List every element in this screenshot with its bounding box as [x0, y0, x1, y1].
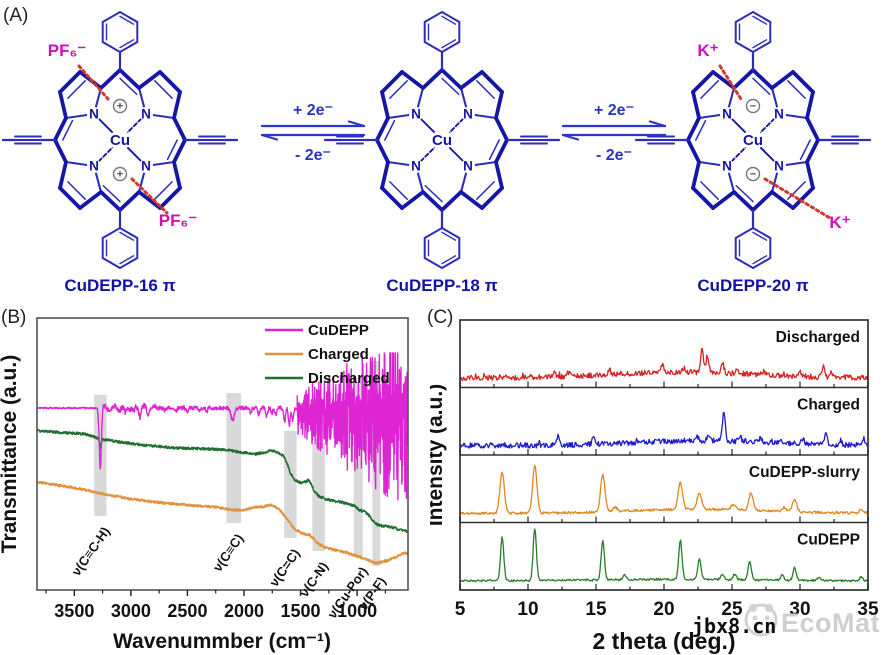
svg-text:N: N — [141, 107, 151, 122]
molecule-name-cudepp18: CuDEPP-18 π — [386, 276, 498, 295]
ftir-plot-border — [36, 317, 409, 591]
equilibrium-1-forward-label: + 2e⁻ — [292, 102, 334, 119]
svg-text:Cu: Cu — [110, 132, 130, 149]
svg-text:N: N — [774, 159, 784, 174]
x-tick-label: 1500 — [281, 601, 321, 621]
legend-label: Charged — [308, 346, 369, 363]
ftir-series-cudepp — [36, 352, 409, 501]
svg-text:N: N — [89, 159, 99, 174]
x-tick-label: 25 — [721, 599, 743, 620]
x-tick-label: 35 — [857, 599, 879, 620]
svg-text:Cu: Cu — [432, 132, 452, 149]
xrd-trace-discharged — [459, 347, 869, 382]
svg-text:+: + — [117, 169, 123, 181]
ir-band-label: ν(C-N) — [296, 559, 331, 600]
ir-band — [353, 383, 363, 556]
ftir-ylabel: Transmittance (a.u.) — [0, 355, 21, 553]
x-tick-label: 15 — [585, 599, 607, 620]
x-tick-label: 1000 — [337, 601, 377, 621]
equilibrium-1-reverse-label: - 2e⁻ — [294, 147, 331, 164]
ftir-chart: 3500 3000 2500 2000 1500 1000 ν(C≡C-H) ν(C≡C) ν(… — [0, 317, 409, 653]
ir-band-label: ν(C=C) — [266, 546, 303, 589]
svg-text:N: N — [411, 107, 421, 122]
xrd-trace-label: CuDEPP — [797, 532, 860, 549]
panel-c-label: (C) — [427, 307, 454, 328]
svg-text:N: N — [774, 107, 784, 122]
xrd-chart: Discharged Charged CuDEPP-slurry CuDEPP 5 10 1… — [430, 319, 879, 654]
ir-band-label: ν(C≡C) — [210, 531, 247, 574]
x-tick-label: 3000 — [111, 601, 151, 621]
x-tick-label: 20 — [653, 599, 674, 620]
equilibrium-arrows-icon — [260, 120, 366, 141]
svg-text:PF₆⁻: PF₆⁻ — [48, 41, 86, 60]
xrd-xlabel: 2 theta (deg.) — [592, 628, 735, 654]
molecule-name-cudepp16: CuDEPP-16 π — [64, 276, 176, 295]
ir-band — [226, 393, 242, 523]
svg-text:N: N — [463, 107, 473, 122]
ftir-xlabel: Wavenummber (cm⁻¹) — [113, 630, 331, 653]
equilibrium-arrows-icon — [561, 120, 667, 141]
svg-text:N: N — [722, 107, 732, 122]
molecule-2: − − K⁺ K⁺ N N N N Cu — [634, 10, 872, 270]
xrd-ylabel: Intensity (a.u.) — [430, 384, 447, 526]
molecule-name-cudepp20: CuDEPP-20 π — [697, 276, 809, 295]
legend-label: Discharged — [308, 370, 390, 387]
panel-a-label: (A) — [3, 5, 29, 26]
svg-text:K⁺: K⁺ — [829, 213, 850, 232]
svg-text:Cu: Cu — [743, 132, 763, 149]
watermark-brand: EcoMat — [781, 608, 881, 638]
ftir-series-charged — [36, 480, 409, 565]
svg-text:PF₆⁻: PF₆⁻ — [159, 211, 197, 230]
xrd-trace-label: CuDEPP-slurry — [749, 464, 860, 481]
svg-text:−: − — [750, 169, 756, 181]
xrd-trace-charged — [459, 411, 869, 449]
svg-text:N: N — [411, 159, 421, 174]
svg-text:N: N — [722, 159, 732, 174]
x-tick-label: 3500 — [54, 601, 94, 621]
equilibrium-2-forward-label: + 2e⁻ — [593, 102, 635, 119]
equilibrium-2: + 2e⁻ - 2e⁻ — [558, 102, 670, 164]
watermark-site: jbx8.cn — [692, 614, 777, 638]
equilibrium-1: + 2e⁻ - 2e⁻ — [257, 102, 369, 164]
equilibrium-2-reverse-label: - 2e⁻ — [595, 147, 632, 164]
ir-band-label: ν(C≡C-H) — [68, 524, 112, 578]
x-tick-label: 10 — [517, 599, 538, 620]
xrd-trace-label: Discharged — [776, 329, 860, 346]
svg-text:N: N — [463, 159, 473, 174]
svg-text:−: − — [750, 101, 756, 113]
svg-text:N: N — [141, 159, 151, 174]
xrd-trace-cudepp-slurry — [459, 464, 869, 516]
x-tick-label: 5 — [455, 599, 466, 620]
watermark-logo-icon — [744, 603, 778, 637]
panel-b-label: (B) — [1, 307, 27, 328]
x-tick-label: 2500 — [167, 601, 207, 621]
molecule-1: N N N N Cu — [323, 10, 561, 270]
xrd-trace-label: Charged — [797, 397, 860, 414]
svg-text:K⁺: K⁺ — [697, 41, 718, 60]
x-tick-label: 2000 — [224, 601, 264, 621]
x-tick-label: 30 — [789, 599, 810, 620]
legend-label: CuDEPP — [308, 322, 369, 339]
ir-band — [284, 431, 297, 538]
svg-text:+: + — [117, 101, 123, 113]
xrd-trace-cudepp — [459, 528, 869, 583]
molecule-0: + + PF₆⁻ PF₆⁻ N N N N Cu — [1, 10, 239, 270]
svg-text:N: N — [89, 107, 99, 122]
